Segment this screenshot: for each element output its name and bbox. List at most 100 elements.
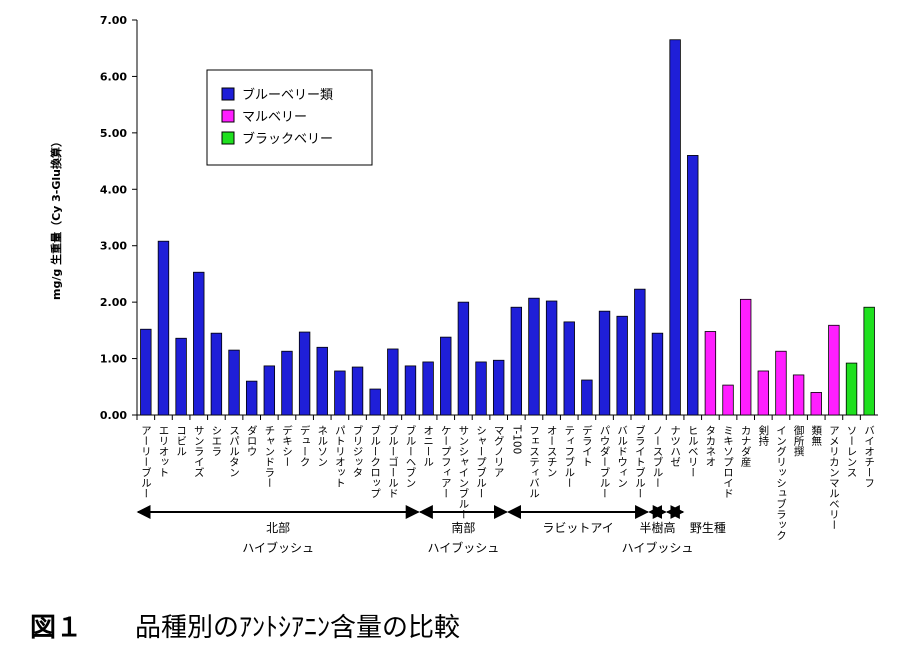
x-tick-label: オースチン <box>546 425 558 478</box>
x-tick-label: デューク <box>299 424 311 467</box>
y-tick-label: 4.00 <box>100 183 127 196</box>
x-tick-label: ブルーゴールド <box>387 424 399 498</box>
group-label: ハイブッシュ <box>242 540 314 555</box>
x-tick-label: フェスティバル <box>528 425 540 499</box>
x-tick-label: ソーレンス <box>846 425 858 478</box>
legend-swatch <box>221 109 235 123</box>
x-tick-label: ネルソン <box>316 425 328 467</box>
bar <box>757 370 770 416</box>
bar <box>157 240 170 416</box>
bar <box>651 332 664 416</box>
group-label: 野生種 <box>690 521 726 535</box>
group-label: ハイブッシュ <box>622 540 694 555</box>
bar <box>581 379 593 416</box>
x-tick-label: ノースブルー <box>651 425 663 488</box>
x-tick-label: ヒルベリー <box>687 425 699 478</box>
y-tick-label: 2.00 <box>100 296 127 309</box>
x-tick-label: エリオット <box>157 425 169 478</box>
caption-number: 図１ <box>30 613 82 643</box>
x-tick-label: マグノリア <box>493 425 505 478</box>
bar <box>457 301 470 416</box>
y-tick-label: 5.00 <box>100 127 127 140</box>
x-tick-label: バルドウィン <box>616 425 628 488</box>
x-tick-label: サンシャインブルー <box>457 425 469 520</box>
bar <box>316 346 328 416</box>
bar <box>510 306 523 416</box>
bar <box>440 336 452 416</box>
x-tick-label: コビル <box>175 425 187 457</box>
x-tick-label: ダロウ <box>246 425 258 457</box>
bar <box>298 331 311 416</box>
bar <box>845 362 858 416</box>
x-tick-label: イングリッシュブラック <box>775 425 787 541</box>
bar <box>475 361 487 416</box>
legend-label: ブラックベリー <box>242 131 333 147</box>
bar <box>634 288 646 416</box>
bar <box>351 366 364 416</box>
group-label: 北部 <box>266 520 290 535</box>
x-tick-label: スパルタン <box>228 425 240 478</box>
x-tick-label: パトリオット <box>334 425 346 488</box>
bar <box>545 300 558 416</box>
x-tick-label: カナダ産 <box>740 425 752 468</box>
legend-swatch <box>221 87 235 101</box>
x-tick-label: 類無 <box>810 425 822 447</box>
group-label: 南部 <box>451 520 475 535</box>
x-tick-label: サンライズ <box>193 425 205 478</box>
bar <box>245 380 258 416</box>
x-tick-label: T-100 <box>510 424 522 454</box>
x-tick-label: ケープフィアー <box>440 425 452 499</box>
x-tick-label: ナツハゼ <box>669 425 681 467</box>
bar <box>810 392 822 416</box>
x-tick-label: デキシー <box>281 424 293 467</box>
bar <box>210 332 223 416</box>
bar <box>334 370 346 416</box>
legend-label: マルベリー <box>242 110 307 125</box>
x-tick-label: ブリジッタ <box>352 424 364 477</box>
y-axis-label: mg/g 生重量（Cy 3-Glu換算） <box>49 136 63 300</box>
bar <box>193 271 205 416</box>
group-label: ラビットアイ <box>542 521 613 535</box>
bar <box>387 348 399 416</box>
x-tick-label: パウダーブルー <box>599 425 611 499</box>
bar <box>792 374 805 416</box>
bar <box>598 310 611 416</box>
bar <box>704 331 717 416</box>
bar <box>669 39 681 416</box>
bar <box>739 298 752 416</box>
bar <box>528 297 540 416</box>
bar <box>863 306 875 416</box>
bar <box>369 388 381 416</box>
bar <box>422 361 434 416</box>
legend-swatch <box>221 131 235 145</box>
bar <box>616 315 628 416</box>
x-tick-label: オニール <box>422 425 434 467</box>
x-tick-label: ブライトブルー <box>634 424 646 498</box>
bar <box>775 350 787 416</box>
bar <box>263 365 276 416</box>
x-tick-label: バイオチーフ <box>863 425 875 488</box>
y-tick-label: 0.00 <box>100 409 127 422</box>
x-tick-label: タカネオ <box>704 425 716 467</box>
x-tick-label: ティフブルー <box>563 425 575 488</box>
x-tick-label: チャンドラー <box>263 425 275 488</box>
y-tick-label: 3.00 <box>100 240 127 253</box>
bar <box>281 350 293 416</box>
x-tick-label: アーリーブルー <box>140 425 152 499</box>
bar <box>722 384 734 416</box>
bar <box>404 365 417 416</box>
x-tick-label: アメリカンマルベリー <box>828 425 840 530</box>
y-tick-label: 1.00 <box>100 353 127 366</box>
bar <box>687 155 699 416</box>
caption: 品種別のｱﾝﾄｼｱﾆﾝ含量の比較 <box>135 613 460 643</box>
x-tick-label: シエラ <box>210 425 222 457</box>
x-tick-label: シャープブルー <box>475 425 487 499</box>
x-tick-label: ブルークロップ <box>369 424 381 498</box>
x-tick-label: 御所撰 <box>793 424 805 457</box>
x-tick-label: ミキソプロイド <box>722 425 734 499</box>
x-tick-label: ブルーヘブン <box>404 424 416 488</box>
y-tick-label: 7.00 <box>100 14 127 27</box>
x-tick-label: デライト <box>581 424 593 467</box>
bar <box>828 324 840 416</box>
